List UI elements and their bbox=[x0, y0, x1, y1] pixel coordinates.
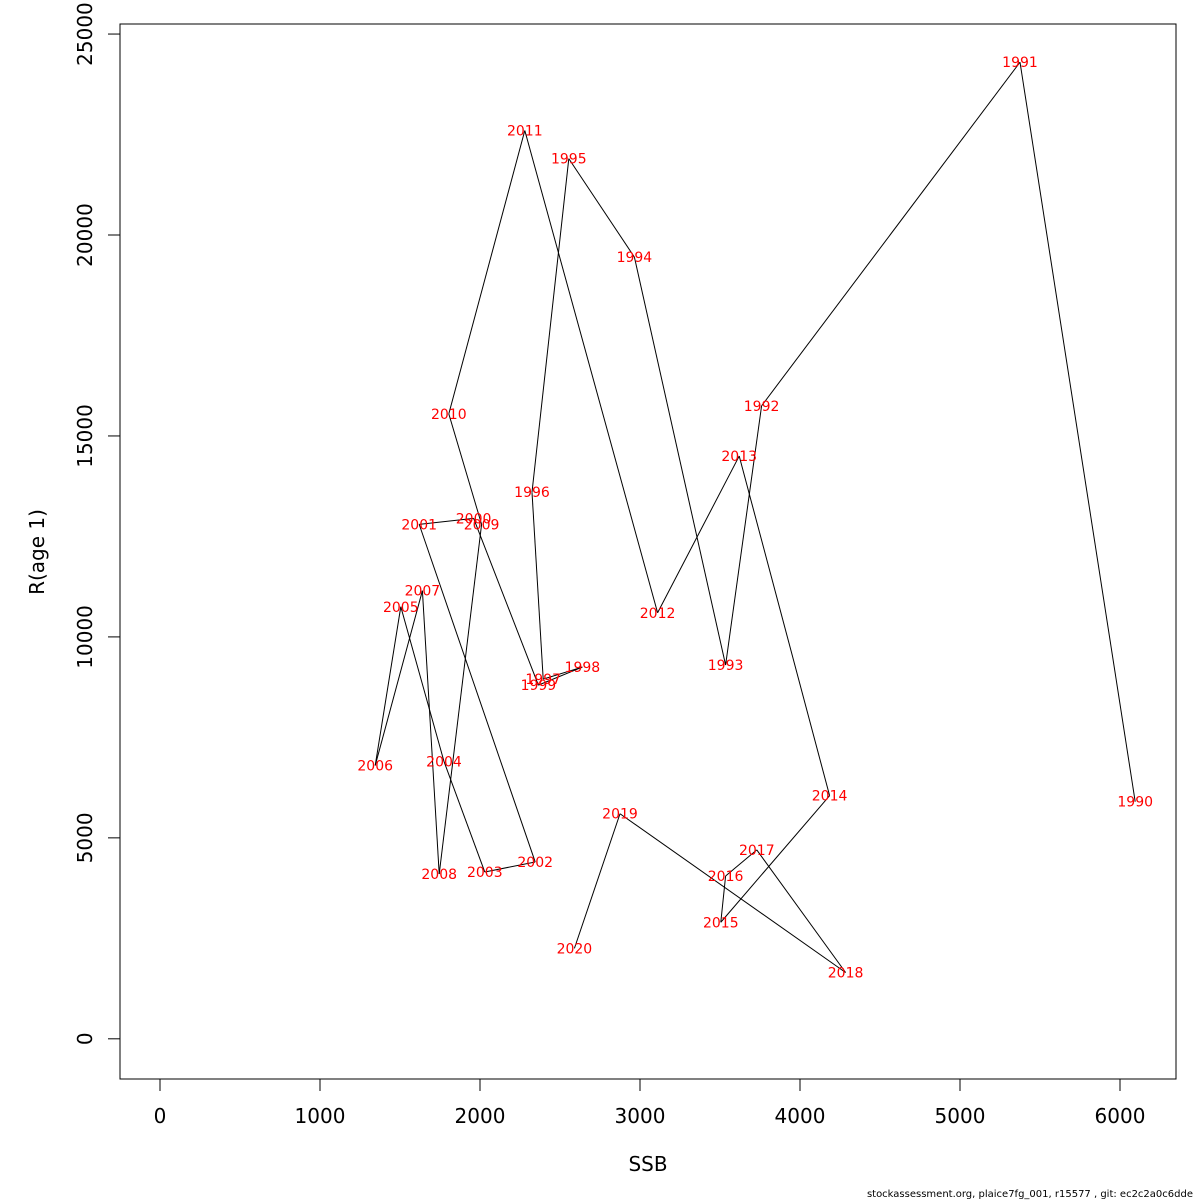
footer-credit: stockassessment.org, plaice7fg_001, r155… bbox=[867, 1189, 1193, 1200]
y-tick-label: 10000 bbox=[73, 605, 97, 669]
segment-1990-1991 bbox=[1019, 62, 1136, 802]
y-tick-label: 0 bbox=[73, 1032, 97, 1045]
segment-2007-2008 bbox=[421, 590, 440, 875]
point-label-2014: 2014 bbox=[812, 789, 848, 805]
y-tick-label: 25000 bbox=[73, 2, 97, 66]
point-label-2009: 2009 bbox=[464, 517, 500, 533]
segment-1994-1995 bbox=[568, 158, 635, 258]
point-label-1994: 1994 bbox=[617, 250, 653, 266]
segment-2011-2012 bbox=[524, 130, 659, 613]
point-label-1993: 1993 bbox=[708, 658, 744, 674]
segment-1993-1994 bbox=[633, 256, 727, 666]
y-axis: 0 5000 10000 15000 20000 25000 bbox=[73, 2, 121, 1045]
segment-2017-2018 bbox=[756, 849, 847, 973]
point-label-2019: 2019 bbox=[602, 807, 638, 823]
point-label-1996: 1996 bbox=[514, 485, 550, 501]
x-axis: 0 1000 2000 3000 4000 5000 6000 bbox=[154, 1078, 1146, 1128]
point-label-1990: 1990 bbox=[1117, 795, 1153, 811]
y-tick-label: 5000 bbox=[73, 812, 97, 863]
y-tick-label: 15000 bbox=[73, 404, 97, 468]
point-label-2007: 2007 bbox=[405, 584, 441, 600]
point-label-2012: 2012 bbox=[640, 606, 676, 622]
segment-2019-2020 bbox=[573, 813, 621, 949]
x-tick-label: 6000 bbox=[1095, 1104, 1146, 1128]
point-label-2000: 2000 bbox=[456, 511, 492, 527]
point-label-2004: 2004 bbox=[426, 754, 462, 770]
point-label-1995: 1995 bbox=[551, 152, 587, 168]
segment-2003-2004 bbox=[443, 761, 486, 873]
point-label-2005: 2005 bbox=[383, 600, 419, 616]
point-label-1991: 1991 bbox=[1002, 55, 1038, 71]
segment-2016-2017 bbox=[725, 849, 758, 877]
point-label-1997: 1997 bbox=[525, 672, 561, 688]
segment-2015-2016 bbox=[720, 875, 727, 923]
segment-2013-2014 bbox=[738, 455, 831, 796]
segment-2009-2010 bbox=[448, 413, 483, 525]
segment-2005-2006 bbox=[374, 606, 402, 766]
segment-2001-2002 bbox=[418, 524, 536, 863]
x-tick-label: 0 bbox=[154, 1104, 167, 1128]
segment-2002-2003 bbox=[484, 861, 536, 873]
segment-2006-2007 bbox=[374, 590, 423, 766]
x-tick-label: 2000 bbox=[455, 1104, 506, 1128]
point-label-2003: 2003 bbox=[467, 865, 503, 881]
segment-2012-2013 bbox=[657, 455, 740, 614]
segment-2004-2005 bbox=[400, 606, 445, 762]
segment-1996-1997 bbox=[531, 492, 544, 680]
sr-series bbox=[374, 61, 1136, 973]
point-label-2018: 2018 bbox=[828, 965, 864, 981]
y-tick-label: 20000 bbox=[73, 203, 97, 267]
segment-1992-1993 bbox=[725, 405, 763, 666]
point-label-2006: 2006 bbox=[357, 759, 393, 775]
segment-2014-2015 bbox=[720, 795, 830, 923]
segment-2018-2019 bbox=[619, 813, 846, 973]
x-tick-label: 4000 bbox=[775, 1104, 826, 1128]
point-label-2010: 2010 bbox=[431, 407, 467, 423]
segment-1991-1992 bbox=[761, 61, 1021, 407]
point-label-2001: 2001 bbox=[401, 517, 437, 533]
plot-frame bbox=[119, 23, 1177, 1080]
point-label-1999: 1999 bbox=[521, 678, 557, 694]
x-tick-label: 3000 bbox=[615, 1104, 666, 1128]
point-label-2020: 2020 bbox=[557, 941, 593, 957]
segment-2008-2009 bbox=[438, 524, 483, 875]
point-label-1992: 1992 bbox=[744, 399, 780, 415]
point-label-2008: 2008 bbox=[421, 867, 457, 883]
point-label-2002: 2002 bbox=[517, 855, 553, 871]
x-axis-title: SSB bbox=[628, 1152, 667, 1176]
point-label-2013: 2013 bbox=[721, 449, 757, 465]
point-label-2016: 2016 bbox=[708, 869, 744, 885]
point-label-2011: 2011 bbox=[507, 124, 543, 140]
point-label-2017: 2017 bbox=[739, 843, 775, 859]
segment-1997-1998 bbox=[543, 666, 583, 680]
point-label-2015: 2015 bbox=[703, 915, 739, 931]
segment-1998-1999 bbox=[538, 666, 583, 686]
segment-2010-2011 bbox=[448, 130, 526, 414]
point-label-1998: 1998 bbox=[565, 660, 601, 676]
x-tick-label: 1000 bbox=[295, 1104, 346, 1128]
segment-1995-1996 bbox=[531, 158, 570, 493]
segment-1999-2000 bbox=[473, 518, 539, 686]
x-tick-label: 5000 bbox=[935, 1104, 986, 1128]
y-axis-title: R(age 1) bbox=[25, 509, 49, 595]
segment-2000-2001 bbox=[419, 517, 474, 525]
